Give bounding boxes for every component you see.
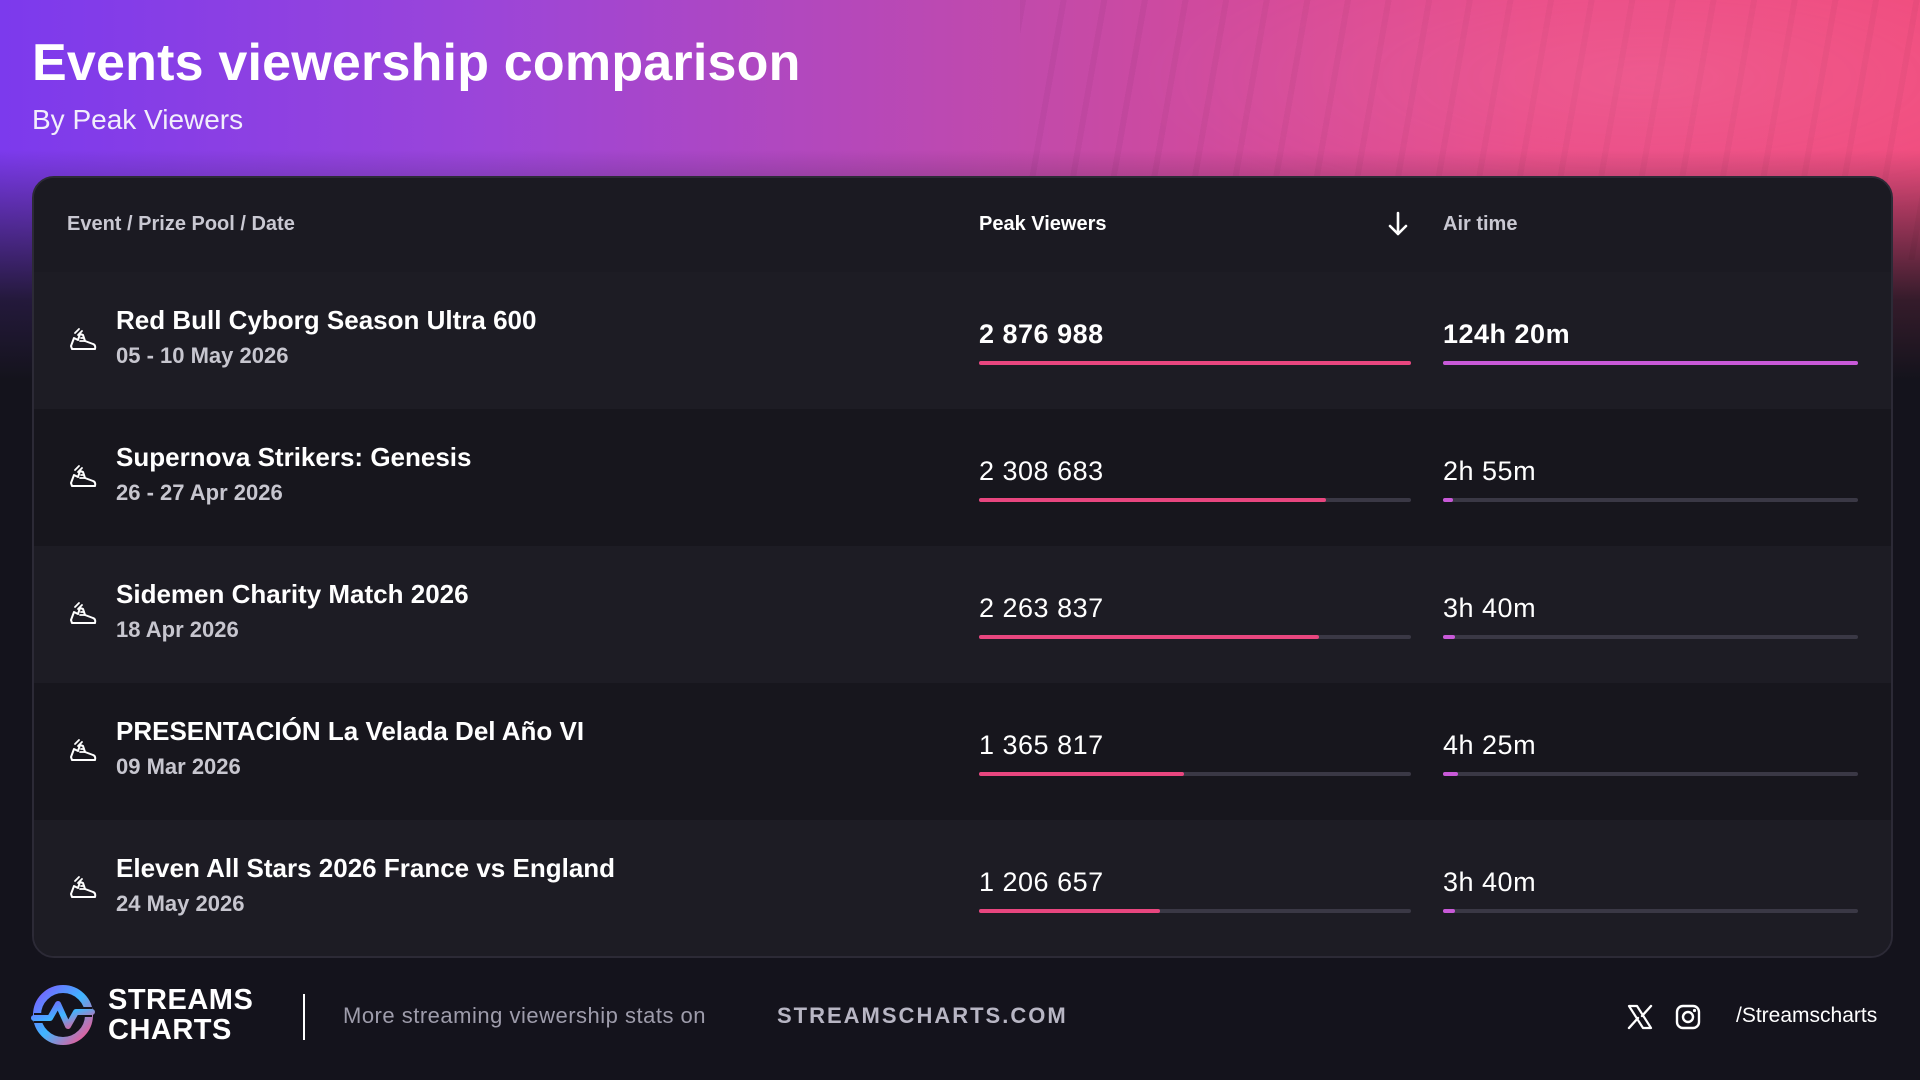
air-time-value: 3h 40m bbox=[1443, 867, 1537, 897]
sneaker-icon bbox=[70, 602, 97, 624]
table-row: Sidemen Charity Match 2026 18 Apr 2026 2… bbox=[34, 546, 1891, 683]
air-time-value: 124h 20m bbox=[1443, 319, 1571, 349]
sneaker-icon bbox=[70, 739, 97, 761]
peak-viewers-value: 2 263 837 bbox=[979, 593, 1104, 623]
header: Events viewership comparison By Peak Vie… bbox=[32, 30, 801, 136]
air-time-bar-fill bbox=[1443, 635, 1456, 639]
air-time-bar-fill bbox=[1443, 498, 1453, 502]
table-row: Eleven All Stars 2026 France vs England … bbox=[34, 820, 1891, 956]
peak-viewers-bar bbox=[979, 361, 1411, 365]
table-row: Red Bull Cyborg Season Ultra 600 05 - 10… bbox=[34, 272, 1891, 409]
peak-viewers-value: 2 308 683 bbox=[979, 456, 1104, 486]
logo-line-2: CHARTS bbox=[108, 1014, 232, 1046]
peak-viewers-bar-fill bbox=[979, 635, 1319, 639]
event-date: 18 Apr 2026 bbox=[116, 617, 239, 642]
column-header-peak-viewers[interactable]: Peak Viewers bbox=[979, 213, 1107, 235]
instagram-icon[interactable] bbox=[1674, 1003, 1702, 1031]
footer: STREAMS CHARTS More streaming viewership… bbox=[0, 975, 1920, 1055]
column-header-event: Event / Prize Pool / Date bbox=[67, 213, 295, 235]
peak-viewers-value: 2 876 988 bbox=[979, 319, 1104, 349]
air-time-bar bbox=[1443, 361, 1858, 365]
peak-viewers-bar bbox=[979, 909, 1411, 913]
event-date: 05 - 10 May 2026 bbox=[116, 343, 289, 368]
social-handle[interactable]: /Streamscharts bbox=[1736, 1004, 1878, 1027]
logo-line-1: STREAMS bbox=[108, 984, 254, 1016]
sneaker-icon bbox=[70, 328, 97, 350]
air-time-value: 3h 40m bbox=[1443, 593, 1537, 623]
peak-viewers-bar-fill bbox=[979, 361, 1411, 365]
page-subtitle: By Peak Viewers bbox=[32, 104, 244, 135]
air-time-bar bbox=[1443, 498, 1858, 502]
air-time-bar bbox=[1443, 635, 1858, 639]
peak-viewers-bar bbox=[979, 772, 1411, 776]
table-header: Event / Prize Pool / Date Peak Viewers A… bbox=[34, 178, 1891, 272]
air-time-value: 2h 55m bbox=[1443, 456, 1537, 486]
event-name[interactable]: Sidemen Charity Match 2026 bbox=[116, 579, 469, 609]
sneaker-icon bbox=[70, 876, 97, 898]
peak-viewers-bar-fill bbox=[979, 772, 1185, 776]
air-time-value: 4h 25m bbox=[1443, 730, 1537, 760]
table-row: Supernova Strikers: Genesis 26 - 27 Apr … bbox=[34, 409, 1891, 546]
air-time-bar-fill bbox=[1443, 772, 1458, 776]
peak-viewers-bar bbox=[979, 498, 1411, 502]
arrow-down-icon[interactable] bbox=[1385, 210, 1411, 238]
event-date: 26 - 27 Apr 2026 bbox=[116, 480, 283, 505]
page-title: Events viewership comparison bbox=[32, 34, 801, 92]
event-date: 24 May 2026 bbox=[116, 891, 245, 916]
footer-promo-text: More streaming viewership stats on bbox=[343, 1003, 707, 1028]
column-header-air-time[interactable]: Air time bbox=[1443, 213, 1518, 235]
peak-viewers-value: 1 206 657 bbox=[979, 867, 1104, 897]
footer-divider bbox=[303, 994, 305, 1040]
air-time-bar-fill bbox=[1443, 361, 1858, 365]
event-name[interactable]: Red Bull Cyborg Season Ultra 600 bbox=[116, 305, 537, 335]
event-name[interactable]: PRESENTACIÓN La Velada Del Año VI bbox=[116, 716, 585, 746]
air-time-bar bbox=[1443, 772, 1858, 776]
peak-viewers-bar-fill bbox=[979, 498, 1326, 502]
event-date: 09 Mar 2026 bbox=[116, 754, 241, 779]
table-row: PRESENTACIÓN La Velada Del Año VI 09 Mar… bbox=[34, 683, 1891, 820]
events-table: Event / Prize Pool / Date Peak Viewers A… bbox=[32, 176, 1893, 958]
event-name[interactable]: Eleven All Stars 2026 France vs England bbox=[116, 853, 616, 883]
peak-viewers-bar-fill bbox=[979, 909, 1161, 913]
peak-viewers-value: 1 365 817 bbox=[979, 730, 1104, 760]
logo-wordmark[interactable]: STREAMS CHARTS bbox=[108, 985, 253, 1045]
peak-viewers-bar bbox=[979, 635, 1411, 639]
air-time-bar bbox=[1443, 909, 1858, 913]
streamscharts-logo-icon[interactable] bbox=[30, 982, 96, 1048]
sneaker-icon bbox=[70, 465, 97, 487]
air-time-bar-fill bbox=[1443, 909, 1456, 913]
site-link[interactable]: STREAMSCHARTS.COM bbox=[777, 1003, 1068, 1028]
x-logo-icon[interactable] bbox=[1626, 1003, 1654, 1031]
event-name[interactable]: Supernova Strikers: Genesis bbox=[116, 442, 472, 472]
